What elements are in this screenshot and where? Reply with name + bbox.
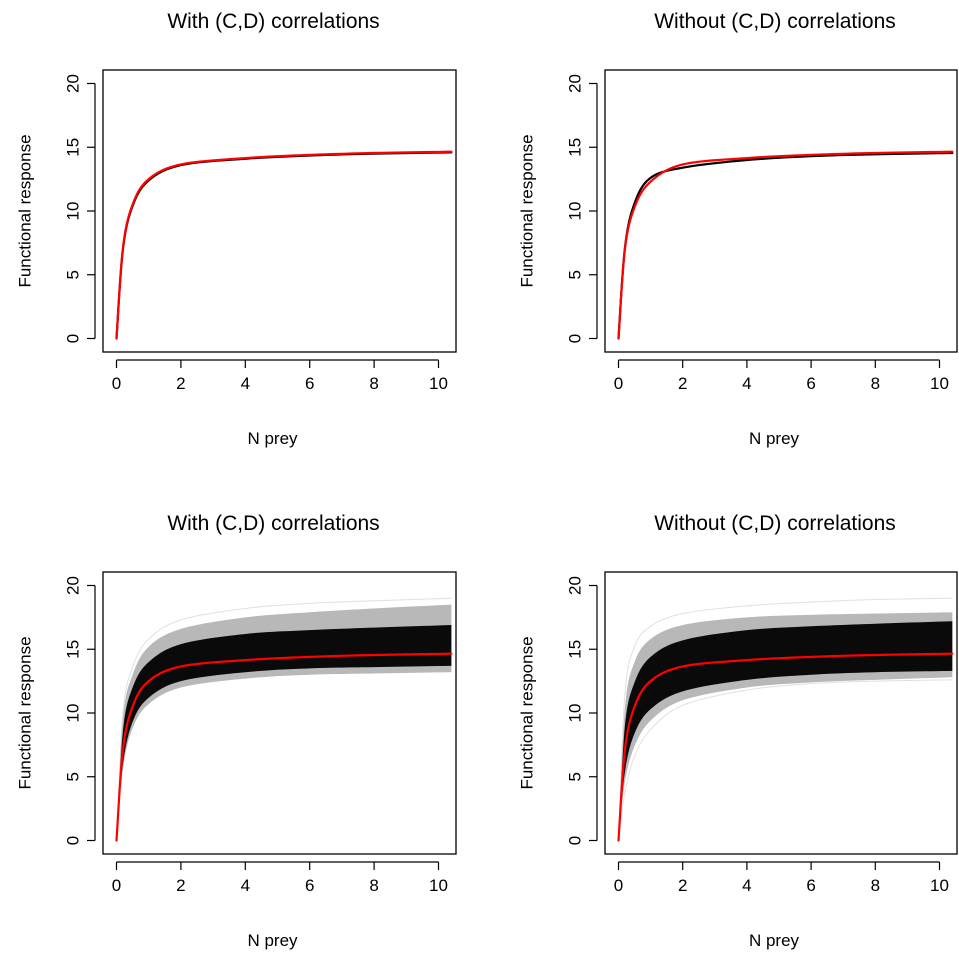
x-tick-label: 0 [614, 374, 623, 393]
plot-area [115, 597, 453, 842]
plot-frame [604, 571, 958, 855]
y-tick-label: 5 [64, 270, 83, 279]
y-axis-label: Functional response [518, 636, 537, 789]
chart-title: Without (C,D) correlations [654, 512, 896, 535]
y-tick-label: 0 [566, 334, 585, 343]
x-tick-label: 4 [742, 876, 751, 895]
x-tick-label: 6 [305, 876, 314, 895]
y-axis-label: Functional response [518, 134, 537, 287]
x-tick-label: 0 [112, 374, 121, 393]
x-tick-label: 10 [429, 374, 448, 393]
x-tick-label: 6 [305, 374, 314, 393]
chart-panel-4: 0 2 4 6 8 10 0 5 10 15 20 Without (C,D) correlation… [518, 512, 958, 950]
x-axis-label: N prey [247, 429, 298, 448]
y-tick-label: 15 [64, 640, 83, 659]
x-axis-label: N prey [247, 931, 298, 950]
y-tick-label: 5 [566, 772, 585, 781]
simulation-band-core [618, 621, 953, 841]
plot-frame [604, 69, 958, 353]
y-tick-label: 20 [566, 74, 585, 93]
x-tick-label: 0 [112, 876, 121, 895]
estimate-curve-black [115, 151, 453, 340]
x-tick-label: 6 [806, 374, 815, 393]
y-tick-label: 15 [566, 138, 585, 157]
plot-frame [102, 571, 457, 855]
simulation-band-core [116, 625, 452, 841]
chart-title: With (C,D) correlations [167, 10, 379, 33]
y-tick-label: 15 [566, 640, 585, 659]
y-tick-label: 0 [64, 836, 83, 845]
x-tick-label: 6 [806, 876, 815, 895]
chart-title: Without (C,D) correlations [654, 10, 896, 33]
x-tick-label: 8 [369, 876, 378, 895]
x-axis-label: N prey [749, 429, 800, 448]
x-tick-label: 10 [429, 876, 448, 895]
x-tick-label: 4 [241, 876, 250, 895]
x-tick-label: 4 [742, 374, 751, 393]
plot-area [115, 150, 453, 340]
x-tick-label: 8 [369, 374, 378, 393]
mean-curve-red [617, 652, 954, 842]
x-tick-label: 10 [930, 374, 949, 393]
plot-area [617, 150, 954, 340]
x-tick-label: 8 [871, 374, 880, 393]
y-tick-label: 15 [64, 138, 83, 157]
mean-curve-red [115, 652, 453, 842]
simulation-stray-curve [618, 597, 953, 841]
chart-panel-1: 0 2 4 6 8 10 0 5 10 15 20 With (C,D) correlations N … [16, 10, 457, 448]
x-tick-label: 2 [176, 876, 185, 895]
x-tick-label: 8 [871, 876, 880, 895]
simulation-stray-curve [116, 597, 452, 841]
chart-panel-2: 0 2 4 6 8 10 0 5 10 15 20 Without (C,D) correlation… [518, 10, 958, 448]
mean-curve-red [617, 150, 954, 340]
x-tick-label: 0 [614, 876, 623, 895]
y-axis-label: Functional response [16, 134, 35, 287]
y-tick-label: 20 [64, 74, 83, 93]
y-tick-label: 10 [64, 704, 83, 723]
estimate-curve-black [617, 151, 954, 340]
x-tick-label: 2 [678, 374, 687, 393]
plot-frame [102, 69, 457, 353]
y-tick-label: 20 [64, 576, 83, 595]
x-tick-label: 10 [930, 876, 949, 895]
x-tick-label: 2 [176, 374, 185, 393]
y-tick-label: 5 [64, 772, 83, 781]
x-tick-label: 2 [678, 876, 687, 895]
y-tick-label: 0 [64, 334, 83, 343]
mean-curve-red [115, 150, 453, 340]
plot-area [617, 597, 954, 842]
x-axis-label: N prey [749, 931, 800, 950]
y-tick-label: 0 [566, 836, 585, 845]
y-tick-label: 20 [566, 576, 585, 595]
y-axis-label: Functional response [16, 636, 35, 789]
y-tick-label: 10 [566, 704, 585, 723]
y-tick-label: 10 [566, 202, 585, 221]
y-tick-label: 5 [566, 270, 585, 279]
simulation-stray-curve [618, 679, 953, 841]
chart-panel-3: 0 2 4 6 8 10 0 5 10 15 20 With (C,D) correlations N … [16, 512, 457, 950]
y-tick-label: 10 [64, 202, 83, 221]
chart-title: With (C,D) correlations [167, 512, 379, 535]
x-tick-label: 4 [241, 374, 250, 393]
